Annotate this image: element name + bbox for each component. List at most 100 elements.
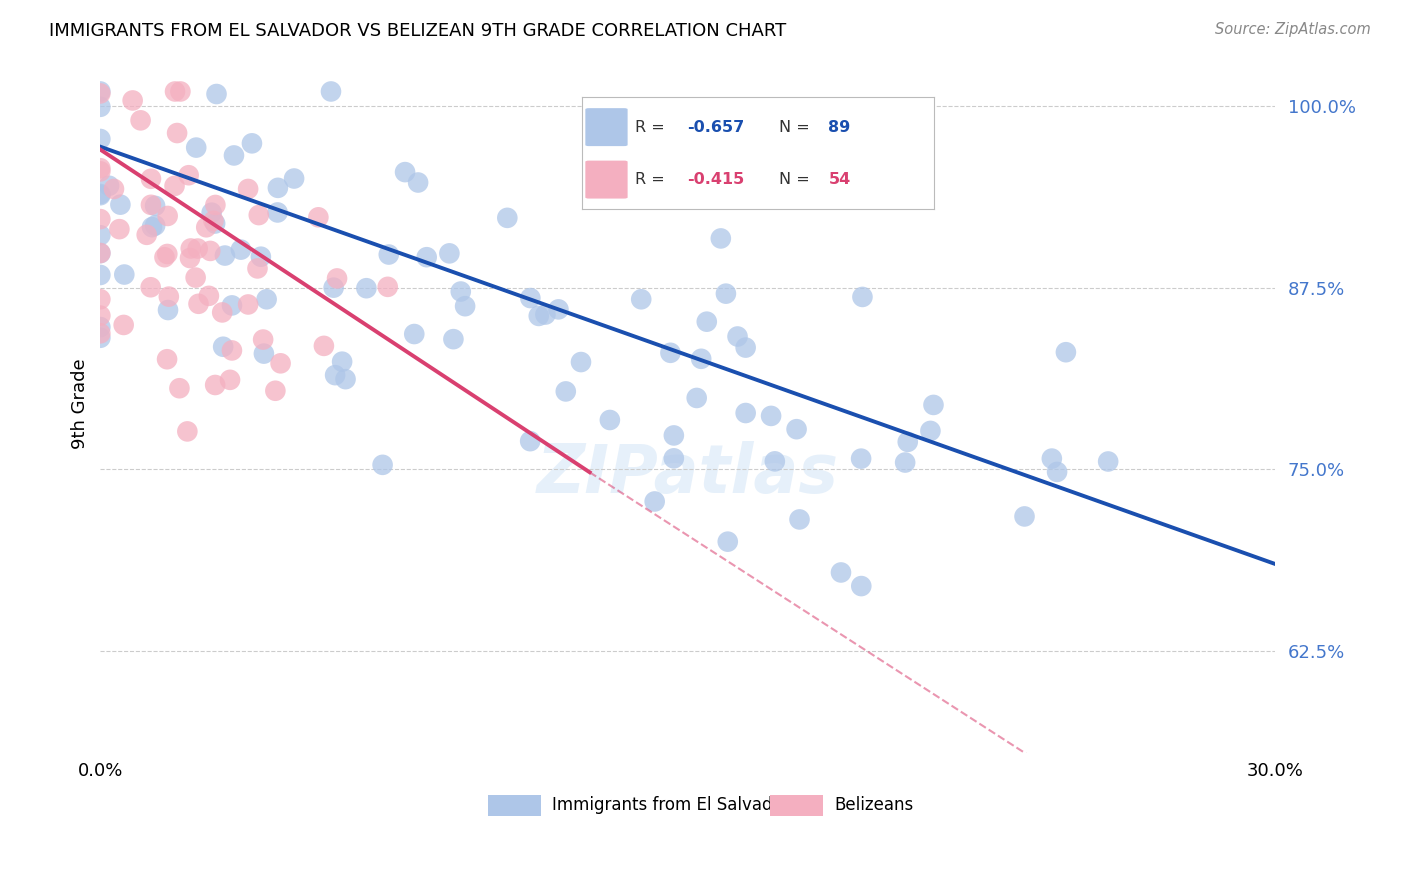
Text: ZIPatlas: ZIPatlas bbox=[537, 441, 838, 507]
Point bbox=[763, 454, 786, 468]
Point bbox=[599, 413, 621, 427]
Point bbox=[894, 456, 917, 470]
Point bbox=[156, 303, 179, 318]
Point bbox=[415, 250, 437, 264]
Point bbox=[851, 579, 873, 593]
Point bbox=[569, 355, 592, 369]
Point bbox=[89, 320, 111, 334]
Point bbox=[89, 161, 111, 176]
Point bbox=[404, 326, 426, 341]
Point bbox=[734, 341, 756, 355]
Point bbox=[236, 182, 259, 196]
Point bbox=[630, 293, 652, 307]
Point bbox=[335, 372, 357, 386]
Point bbox=[714, 286, 737, 301]
Point bbox=[103, 182, 125, 196]
Point bbox=[195, 220, 218, 235]
Point bbox=[89, 326, 111, 341]
Point bbox=[406, 176, 429, 190]
Point bbox=[89, 132, 111, 146]
Point bbox=[851, 290, 873, 304]
Point bbox=[89, 309, 111, 323]
Point bbox=[156, 209, 179, 223]
Text: Source: ZipAtlas.com: Source: ZipAtlas.com bbox=[1215, 22, 1371, 37]
Point bbox=[135, 227, 157, 242]
Point bbox=[143, 219, 166, 233]
Point bbox=[1014, 509, 1036, 524]
Point bbox=[394, 165, 416, 179]
Text: Immigrants from El Salvador: Immigrants from El Salvador bbox=[553, 796, 790, 814]
Point bbox=[112, 318, 135, 332]
Point bbox=[187, 297, 209, 311]
Point bbox=[214, 248, 236, 262]
Point bbox=[319, 85, 342, 99]
Point bbox=[143, 199, 166, 213]
Point bbox=[246, 261, 269, 276]
Point bbox=[789, 512, 811, 526]
Point bbox=[156, 247, 179, 261]
Point bbox=[112, 268, 135, 282]
Point bbox=[849, 451, 872, 466]
Point bbox=[644, 494, 666, 508]
Point bbox=[89, 228, 111, 243]
Point bbox=[89, 188, 111, 202]
Point bbox=[1040, 451, 1063, 466]
Point bbox=[256, 293, 278, 307]
Point bbox=[253, 346, 276, 360]
Point bbox=[219, 373, 242, 387]
Point bbox=[89, 85, 111, 99]
Point bbox=[696, 315, 718, 329]
Point bbox=[662, 428, 685, 442]
Point bbox=[204, 198, 226, 212]
Point bbox=[527, 309, 550, 323]
Point bbox=[250, 250, 273, 264]
Point bbox=[163, 178, 186, 193]
Point bbox=[519, 434, 541, 449]
Point bbox=[727, 329, 749, 343]
Point bbox=[129, 113, 152, 128]
Point bbox=[89, 246, 111, 260]
Point bbox=[89, 100, 111, 114]
Text: IMMIGRANTS FROM EL SALVADOR VS BELIZEAN 9TH GRADE CORRELATION CHART: IMMIGRANTS FROM EL SALVADOR VS BELIZEAN … bbox=[49, 22, 786, 40]
Point bbox=[371, 458, 394, 472]
Point bbox=[89, 246, 111, 260]
Point bbox=[89, 164, 111, 178]
Point bbox=[759, 409, 782, 423]
Point bbox=[734, 406, 756, 420]
Point bbox=[897, 434, 920, 449]
Point bbox=[519, 291, 541, 305]
Point bbox=[270, 356, 292, 370]
Point bbox=[89, 331, 111, 345]
Point bbox=[326, 271, 349, 285]
Point bbox=[330, 354, 353, 368]
Point bbox=[139, 280, 162, 294]
Point bbox=[786, 422, 808, 436]
Point bbox=[89, 186, 111, 201]
Point bbox=[177, 168, 200, 182]
Point bbox=[323, 368, 346, 383]
Point bbox=[240, 136, 263, 151]
Point bbox=[264, 384, 287, 398]
Point bbox=[686, 391, 709, 405]
Point bbox=[1046, 465, 1069, 479]
Point bbox=[534, 308, 557, 322]
Point bbox=[830, 566, 852, 580]
Point bbox=[1097, 454, 1119, 468]
Point bbox=[229, 243, 252, 257]
Point bbox=[163, 85, 186, 99]
Point bbox=[450, 285, 472, 299]
Point bbox=[179, 251, 201, 265]
Point bbox=[205, 87, 228, 101]
Point bbox=[141, 220, 163, 235]
Point bbox=[554, 384, 576, 399]
Point bbox=[307, 211, 329, 225]
Point bbox=[496, 211, 519, 225]
Point bbox=[222, 148, 245, 162]
Point bbox=[211, 305, 233, 319]
Point bbox=[187, 242, 209, 256]
Point bbox=[89, 268, 111, 282]
Point bbox=[89, 212, 111, 227]
Point bbox=[89, 292, 111, 306]
Point bbox=[139, 171, 162, 186]
Point bbox=[441, 332, 464, 346]
